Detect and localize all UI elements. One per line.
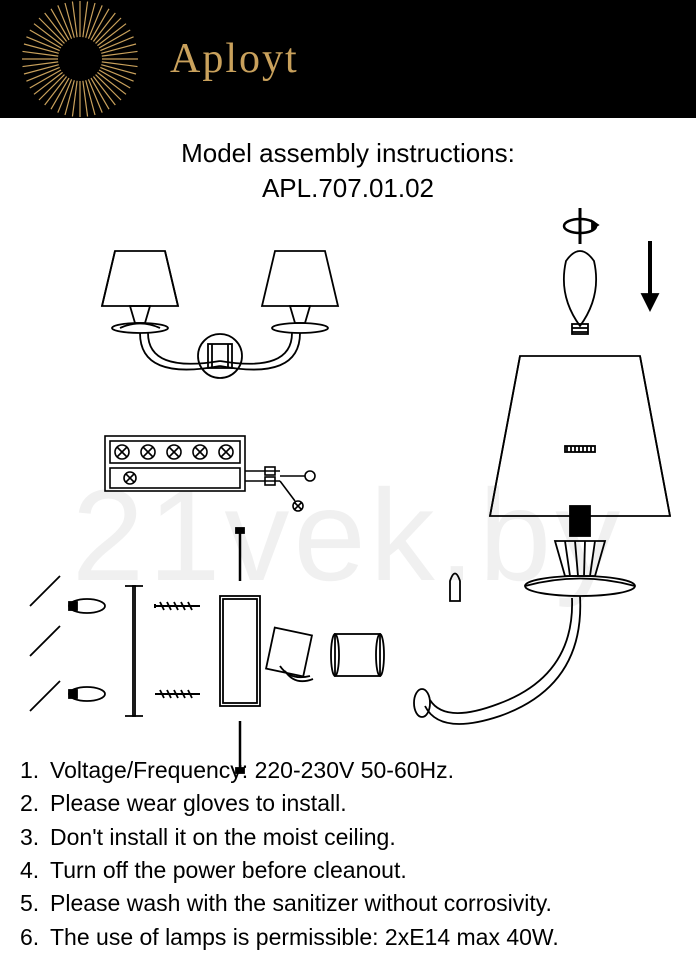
instruction-item: Please wear gloves to install. xyxy=(20,787,676,820)
title-line1: Model assembly instructions: xyxy=(0,136,696,171)
title-line2: APL.707.01.02 xyxy=(0,171,696,206)
instruction-item: Turn off the power before cleanout. xyxy=(20,854,676,887)
brand-sun-icon xyxy=(20,0,140,119)
diagram-assembled-sconce xyxy=(60,231,380,411)
instruction-item: Please wash with the sanitizer without c… xyxy=(20,887,676,920)
diagram-wall-mount xyxy=(15,526,405,776)
instruction-item: Voltage/Frequency: 220-230V 50-60Hz. xyxy=(20,754,676,787)
header-bar: Aployt xyxy=(0,0,696,118)
diagram-lamp-arm-exploded xyxy=(390,206,690,786)
brand-name: Aployt xyxy=(170,35,299,83)
instructions-list: Voltage/Frequency: 220-230V 50-60Hz.Plea… xyxy=(20,754,676,954)
instruction-item: The use of lamps is permissible: 2xE14 m… xyxy=(20,921,676,954)
diagram-area xyxy=(0,206,696,796)
diagram-terminal-block xyxy=(100,426,330,516)
instruction-item: Don't install it on the moist ceiling. xyxy=(20,821,676,854)
title-block: Model assembly instructions: APL.707.01.… xyxy=(0,136,696,206)
